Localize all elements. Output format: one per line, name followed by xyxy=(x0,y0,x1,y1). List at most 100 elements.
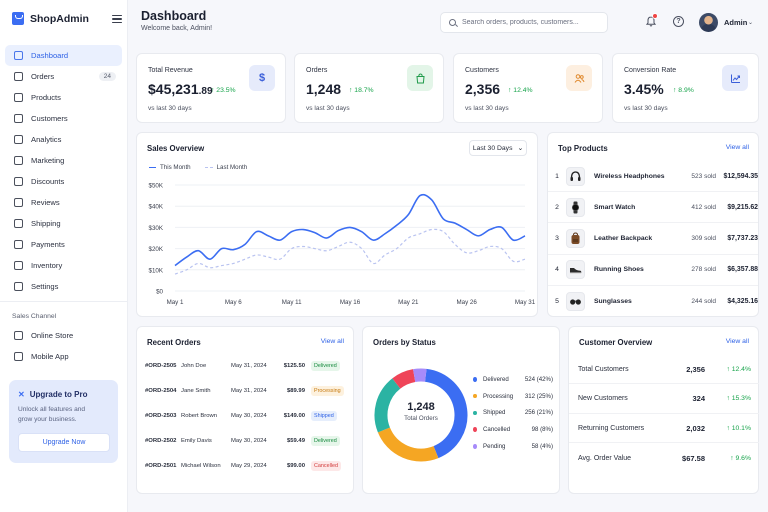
sidebar-item-products[interactable]: Products xyxy=(5,87,122,108)
sidebar-item-shipping[interactable]: Shipping xyxy=(5,213,122,234)
avatar[interactable] xyxy=(699,13,718,32)
legend-status-value: 256 (21%) xyxy=(524,409,553,417)
sidebar-item-marketing[interactable]: Marketing xyxy=(5,150,122,171)
order-row[interactable]: #ORD-2503 Robert Brown May 30, 2024 $149.00… xyxy=(137,403,353,428)
product-row[interactable]: 4 Running Shoes 278 sold $6,357.88 xyxy=(548,255,758,286)
chevron-down-icon[interactable]: ⌄ xyxy=(748,20,754,26)
recent-orders-view-all-link[interactable]: View all xyxy=(320,338,344,345)
sidebar-item-inventory[interactable]: Inventory xyxy=(5,255,122,276)
shipping-icon xyxy=(14,219,23,228)
help-icon[interactable]: ? xyxy=(673,16,684,27)
donut-slice-processing xyxy=(377,427,439,462)
customer-overview-title: Customer Overview xyxy=(579,338,653,347)
order-amount: $59.49 xyxy=(286,437,305,444)
top-products-view-all-link[interactable]: View all xyxy=(725,144,749,151)
sidebar-item-dashboard[interactable]: Dashboard xyxy=(5,45,122,66)
stat-value: 1,248 xyxy=(306,81,341,97)
order-amount: $99.00 xyxy=(286,462,305,469)
sales-channel-nav: Online Store Mobile App xyxy=(5,325,122,367)
stat-label: Orders xyxy=(306,67,328,74)
search-input[interactable] xyxy=(462,19,602,26)
x-tick-label: May 6 xyxy=(225,299,242,306)
stat-card-total-revenue: Total Revenue $45,231.89 ↑ 23.5% vs last 30… xyxy=(136,53,286,123)
stat-change: ↑ 18.7% xyxy=(349,87,374,94)
donut-legend-item: Processing 312 (25%) xyxy=(473,388,553,405)
orders-icon xyxy=(14,72,23,81)
product-sold-count: 244 sold xyxy=(691,298,716,306)
legend-status-value: 98 (8%) xyxy=(531,426,553,434)
metric-change: ↑ 15.3% xyxy=(726,395,751,402)
product-row[interactable]: 5 Sunglasses 244 sold $4,325.16 xyxy=(548,286,758,317)
y-tick-label: $40K xyxy=(149,204,164,211)
top-products-card: Top Products View all 1 Wireless Headphon… xyxy=(547,132,759,317)
order-customer: Robert Brown xyxy=(181,412,218,419)
product-sold-count: 412 sold xyxy=(691,203,716,211)
order-row[interactable]: #ORD-2504 Jane Smith May 31, 2024 $89.99 Pro… xyxy=(137,378,353,403)
stat-comparison: vs last 30 days xyxy=(306,105,350,112)
customer-overview-view-all-link[interactable]: View all xyxy=(725,338,749,345)
search-box[interactable] xyxy=(440,12,608,33)
dollar-icon: $ xyxy=(249,65,275,91)
sidebar-item-orders[interactable]: Orders 24 xyxy=(5,66,122,87)
sidebar-item-reviews[interactable]: Reviews xyxy=(5,192,122,213)
metric-value: 2,356 xyxy=(686,364,705,374)
stat-value-main: 3.45% xyxy=(624,81,664,97)
x-tick-label: May 16 xyxy=(340,299,361,306)
product-row[interactable]: 2 Smart Watch 412 sold $9,215.62 xyxy=(548,192,758,224)
y-tick-label: $0 xyxy=(156,289,163,296)
order-id: #ORD-2502 xyxy=(145,437,177,444)
donut-slice-pending xyxy=(413,368,427,383)
legend-swatch-last-month xyxy=(204,167,213,168)
shopping-bag-logo-icon xyxy=(12,12,24,25)
settings-icon xyxy=(14,282,23,291)
order-row[interactable]: #ORD-2505 John Doe May 31, 2024 $125.50 Deli… xyxy=(137,353,353,378)
metric-value: $67.58 xyxy=(682,453,705,463)
product-revenue: $7,737.23 xyxy=(727,235,758,243)
product-row[interactable]: 3 Leather Backpack 309 sold $7,737.23 xyxy=(548,224,758,255)
product-row[interactable]: 1 Wireless Headphones 523 sold $12,594.35 xyxy=(548,161,758,192)
upgrade-now-button[interactable]: Upgrade Now xyxy=(18,432,110,452)
order-date: May 30, 2024 xyxy=(231,437,267,444)
page-subtitle: Welcome back, Admin! xyxy=(141,25,213,32)
stat-comparison: vs last 30 days xyxy=(465,105,509,112)
legend-dot xyxy=(473,377,478,382)
sparkle-icon: ✕ xyxy=(18,390,25,399)
date-range-select[interactable]: Last 30 Days ⌄ xyxy=(469,140,527,156)
order-customer: Michael Wilson xyxy=(181,462,221,469)
order-customer: John Doe xyxy=(181,362,207,369)
orders-count-badge: 24 xyxy=(98,72,116,81)
sidebar-item-customers[interactable]: Customers xyxy=(5,108,122,129)
product-rank: 4 xyxy=(555,266,559,274)
order-date: May 31, 2024 xyxy=(231,362,267,369)
backpack-icon xyxy=(566,229,585,249)
order-id: #ORD-2501 xyxy=(145,462,177,469)
channel-item-mobile-app[interactable]: Mobile App xyxy=(5,346,122,367)
sidebar-item-analytics[interactable]: Analytics xyxy=(5,129,122,150)
sidebar-item-payments[interactable]: Payments xyxy=(5,234,122,255)
legend-swatch-this-month xyxy=(149,166,156,169)
order-date: May 29, 2024 xyxy=(231,462,267,469)
sidebar-item-label: Settings xyxy=(31,282,59,291)
order-id: #ORD-2505 xyxy=(145,362,177,369)
donut-legend-item: Cancelled 98 (8%) xyxy=(473,421,553,438)
order-row[interactable]: #ORD-2502 Emily Davis May 30, 2024 $59.49 De… xyxy=(137,428,353,453)
customer-metric-row: Total Customers 2,356 ↑ 12.4% xyxy=(569,355,759,384)
users-icon xyxy=(566,65,592,91)
reviews-icon xyxy=(14,198,23,207)
x-tick-label: May 11 xyxy=(282,299,302,306)
dashboard-icon xyxy=(14,51,23,60)
sidebar-item-discounts[interactable]: Discounts xyxy=(5,171,122,192)
sales-channel-title: Sales Channel xyxy=(12,313,57,320)
x-tick-label: May 21 xyxy=(398,299,419,306)
brand[interactable]: ShopAdmin xyxy=(12,12,89,25)
order-row[interactable]: #ORD-2501 Michael Wilson May 29, 2024 $99.0… xyxy=(137,453,353,478)
legend-dot xyxy=(473,393,478,399)
channel-item-online-store[interactable]: Online Store xyxy=(5,325,122,346)
menu-toggle-icon[interactable] xyxy=(112,15,122,24)
user-name[interactable]: Admin xyxy=(724,18,748,27)
sidebar-item-settings[interactable]: Settings xyxy=(5,276,122,297)
promo-text-line1: Unlock all features and xyxy=(18,406,86,413)
mobile-icon xyxy=(14,352,23,361)
legend-status-value: 58 (4%) xyxy=(531,442,553,450)
legend-status-name: Pending xyxy=(483,442,506,450)
